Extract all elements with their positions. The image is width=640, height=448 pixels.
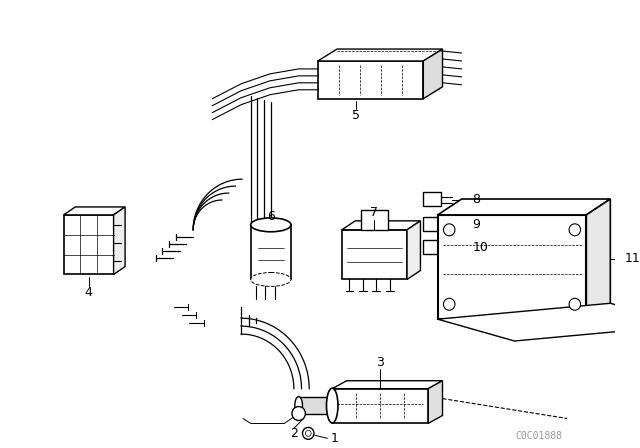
Bar [361, 210, 388, 230]
Bar [318, 61, 423, 99]
Text: 6: 6 [267, 211, 275, 224]
Bar [299, 396, 332, 414]
Text: 2: 2 [290, 427, 298, 440]
Bar [423, 217, 440, 231]
Circle shape [305, 431, 311, 436]
Circle shape [292, 406, 305, 421]
Polygon shape [407, 221, 420, 280]
Text: 10: 10 [472, 241, 488, 254]
Bar [423, 240, 440, 254]
Bar [332, 389, 428, 423]
Text: 4: 4 [84, 286, 93, 299]
Circle shape [303, 427, 314, 439]
Ellipse shape [326, 388, 338, 423]
Bar [342, 230, 407, 280]
Circle shape [444, 224, 455, 236]
Bar [251, 225, 291, 280]
Polygon shape [438, 199, 611, 215]
Text: C0C01888: C0C01888 [515, 431, 562, 441]
Polygon shape [332, 381, 442, 389]
Polygon shape [423, 49, 442, 99]
Polygon shape [113, 207, 125, 275]
Polygon shape [586, 199, 611, 319]
Ellipse shape [295, 396, 303, 414]
Ellipse shape [251, 272, 291, 286]
Circle shape [444, 298, 455, 310]
Polygon shape [342, 221, 420, 230]
Polygon shape [428, 381, 442, 423]
Text: 9: 9 [472, 218, 480, 231]
Text: 11: 11 [625, 252, 640, 265]
Polygon shape [64, 207, 125, 215]
Polygon shape [318, 49, 442, 61]
Text: 5: 5 [352, 109, 360, 122]
Polygon shape [438, 303, 640, 341]
Bar [438, 215, 586, 319]
Bar [64, 215, 113, 275]
Circle shape [569, 224, 580, 236]
Bar [423, 192, 440, 206]
Circle shape [569, 298, 580, 310]
Text: 3: 3 [376, 356, 384, 369]
Text: 1: 1 [331, 432, 339, 445]
Text: 8: 8 [472, 194, 480, 207]
Ellipse shape [251, 218, 291, 232]
Text: 7: 7 [371, 207, 378, 220]
